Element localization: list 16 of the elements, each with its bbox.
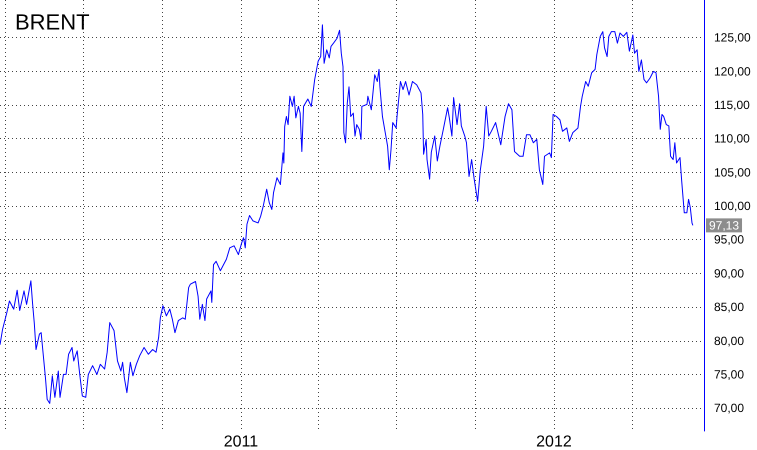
y-tick-label: 80,00 bbox=[714, 334, 744, 348]
y-tick-label: 115,00 bbox=[714, 98, 750, 112]
y-tick-label: 100,00 bbox=[714, 199, 752, 214]
text: BRENT bbox=[15, 10, 90, 34]
annotation: 97,13 bbox=[709, 218, 740, 232]
y-tick-label: 105,00 bbox=[714, 165, 752, 180]
x-tick-label: 2011 bbox=[224, 434, 258, 450]
y-tick-label: 85,00 bbox=[714, 300, 744, 314]
y-tick-label: 90,00 bbox=[714, 266, 744, 280]
x-tick-label: 2012 bbox=[536, 434, 572, 450]
y-tick-label: 70,00 bbox=[714, 401, 744, 416]
y-tick-label: 95,00 bbox=[714, 232, 744, 247]
y-tick-label: 125,00 bbox=[714, 30, 752, 45]
y-tick-label: 75,00 bbox=[714, 367, 744, 382]
y-tick-label: 120,00 bbox=[714, 64, 752, 78]
y-tick-label: 110,00 bbox=[714, 132, 750, 146]
